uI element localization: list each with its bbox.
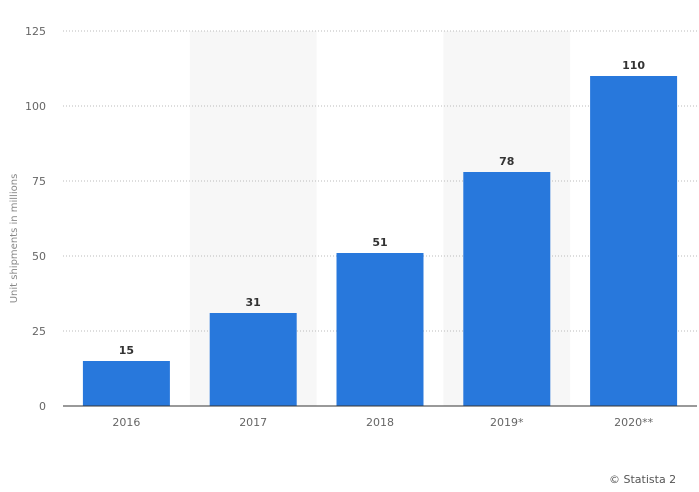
credit-text[interactable]: © Statista 2 <box>609 473 677 486</box>
data-labels: 15 31 51 78 110 <box>119 59 646 357</box>
y-axis-title: Unit shipments in millions <box>9 174 20 304</box>
x-tick-label: 2020** <box>614 416 653 429</box>
x-axis-ticks: 2016 2017 2018 2019* 2020** <box>112 416 653 429</box>
x-tick-label: 2019* <box>490 416 524 429</box>
y-tick-label: 100 <box>25 100 46 113</box>
y-axis-ticks: 0 25 50 75 100 125 <box>25 25 46 413</box>
y-tick-label: 25 <box>32 325 46 338</box>
x-tick-label: 2017 <box>239 416 267 429</box>
data-label: 110 <box>622 59 645 72</box>
bar-2018[interactable] <box>336 253 424 406</box>
y-tick-label: 75 <box>32 175 46 188</box>
bar-2020**[interactable] <box>590 76 678 406</box>
bar-2016[interactable] <box>82 361 170 406</box>
y-tick-label: 50 <box>32 250 46 263</box>
bar-2017[interactable] <box>209 313 297 406</box>
y-tick-label: 0 <box>39 400 46 413</box>
bars <box>82 76 678 406</box>
data-label: 51 <box>372 236 387 249</box>
data-label: 15 <box>119 344 134 357</box>
x-tick-label: 2016 <box>112 416 140 429</box>
y-tick-label: 125 <box>25 25 46 38</box>
x-tick-label: 2018 <box>366 416 394 429</box>
bar-2019*[interactable] <box>463 172 551 406</box>
data-label: 78 <box>499 155 514 168</box>
data-label: 31 <box>246 296 261 309</box>
